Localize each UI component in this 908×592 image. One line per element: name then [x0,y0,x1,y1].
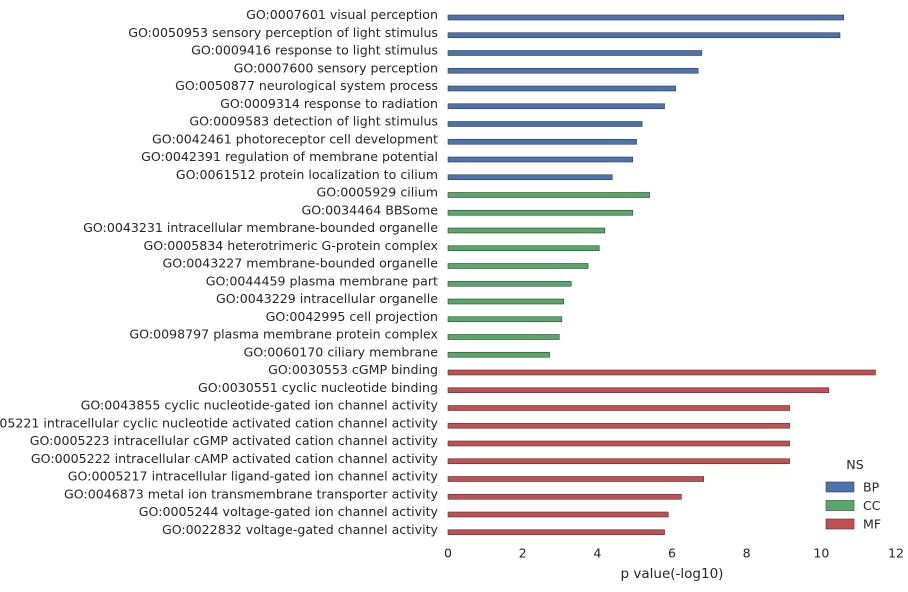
bar-bp [447,121,643,127]
x-tick-label: 8 [743,546,751,561]
bar-cc [447,227,606,234]
bar-mf [447,440,790,447]
x-tick-label: 4 [593,546,601,561]
category-label: GO:0043855 cyclic nucleotide-gated ion c… [81,398,439,413]
category-label: GO:0030553 cGMP binding [268,362,438,377]
category-label: GO:0005244 voltage-gated ion channel act… [139,504,439,519]
bar-mf [447,493,682,500]
x-tick-label: 12 [888,546,904,561]
bar-bp [447,156,634,163]
category-label: GO:0009416 response to light stimulus [191,43,438,58]
category-label: GO:0007600 sensory perception [234,60,438,75]
category-label: GO:0005217 intracellular ligand-gated io… [68,469,439,484]
bar-bp [447,14,845,21]
bar-mf [447,458,790,465]
category-label: GO:0098797 plasma membrane protein compl… [129,327,438,342]
legend-swatch-mf [825,518,855,530]
category-label: GO:0009583 detection of light stimulus [189,114,438,129]
bar-bp [447,50,703,56]
category-label: GO:0005834 heterotrimeric G-protein comp… [144,238,439,253]
category-label: GO:0005222 intracellular cAMP activated … [31,451,439,466]
bar-mf [447,476,705,482]
x-tick-label: 0 [444,546,452,561]
category-label: GO:0042995 cell projection [266,309,438,324]
legend-swatch-cc [825,500,855,511]
bar-mf [447,405,790,411]
bar-cc [447,351,550,358]
category-label: GO:0050953 sensory perception of light s… [128,25,438,40]
category-label: GO:0042391 regulation of membrane potent… [141,149,438,164]
category-label: GO:0009314 response to radiation [220,96,438,111]
x-tick-label: 6 [668,546,676,561]
bar-cc [447,298,565,305]
bar-bp [447,103,665,110]
category-labels: GO:0007601 visual perception GO:0050953 s… [0,7,439,537]
category-label: GO:0007601 visual perception [246,7,438,22]
category-label: GO:0034464 BBSome [301,202,438,217]
legend-title: NS [846,457,863,472]
bar-mf [447,422,790,429]
category-label: GO:0046873 metal ion transmembrane trans… [64,486,439,501]
bar-mf [447,387,830,394]
bar-cc [447,334,560,340]
bar-cc [447,209,634,216]
category-label: GO:0022832 voltage-gated channel activit… [162,522,439,537]
x-tick-label: 2 [519,546,527,561]
category-label: GO:0005223 intracellular cGMP activated … [30,433,439,448]
x-axis-label: p value(-log10) [621,566,724,582]
category-label: GO:0044459 plasma membrane part [206,273,438,288]
legend: NS BP CC MF [825,457,881,532]
bar-cc [447,192,650,198]
category-label: GO:0030551 cyclic nucleotide binding [198,380,438,395]
category-label: GO:0005929 cilium [317,185,438,200]
legend-label-cc: CC [863,498,881,513]
category-label: GO:0005221 intracellular cyclic nucleoti… [0,415,439,430]
bar-bp [447,85,677,92]
bars [447,14,876,536]
category-label: GO:0043231 intracellular membrane-bounde… [83,220,438,235]
bar-cc [447,280,572,287]
legend-label-mf: MF [863,517,881,532]
legend-label-bp: BP [863,480,880,495]
category-label: GO:0042461 photoreceptor cell developmen… [152,131,438,146]
bar-bp [447,138,637,145]
bar-cc [447,245,600,252]
bar-mf [447,529,665,536]
bar-bp [447,67,699,74]
category-label: GO:0043229 intracellular organelle [216,291,438,306]
category-label: GO:0060170 ciliary membrane [244,344,439,359]
category-label: GO:0043227 membrane-bounded organelle [163,256,439,271]
legend-swatch-bp [825,481,855,493]
x-axis: 0 2 4 6 8 10 12 [444,546,904,561]
bar-cc [447,316,563,323]
bar-mf [447,369,876,376]
bar-bp [447,32,841,39]
category-label: GO:0061512 protein localization to ciliu… [176,167,438,182]
bar-mf [447,511,669,518]
bar-bp [447,174,613,181]
bar-cc [447,263,589,269]
x-tick-label: 10 [813,546,829,561]
category-label: GO:0050877 neurological system process [175,78,438,93]
